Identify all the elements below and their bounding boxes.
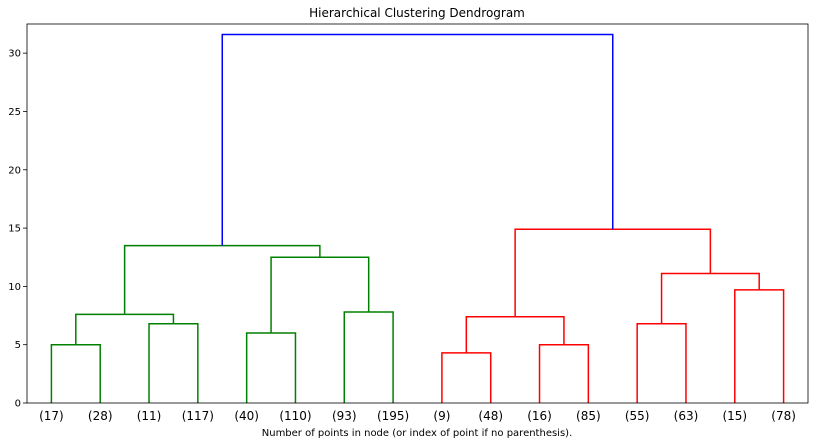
- leaf-label: (28): [88, 409, 113, 423]
- y-tick-label: 20: [8, 165, 21, 176]
- leaf-label: (48): [478, 409, 503, 423]
- x-axis: (17) (28) (11) (117) (40) (110) (93) (195) (9) (4…: [39, 409, 796, 423]
- dendrogram-link: [538, 343, 590, 403]
- dendrogram-links: [50, 33, 785, 403]
- chart-title: Hierarchical Clustering Dendrogram: [309, 6, 525, 20]
- y-tick-label: 15: [8, 224, 21, 235]
- y-tick-label: 10: [8, 282, 21, 293]
- dendrogram-link: [636, 322, 687, 403]
- leaf-label: (110): [279, 409, 311, 423]
- dendrogram-link: [734, 289, 785, 403]
- leaf-label: (85): [576, 409, 601, 423]
- leaf-label: (16): [527, 409, 552, 423]
- leaf-label: (93): [332, 409, 357, 423]
- dendrogram-link: [245, 332, 297, 403]
- y-tick-label: 5: [15, 340, 21, 351]
- y-tick-label: 25: [8, 107, 21, 118]
- y-axis: 0 5 10 15 20 25 30: [8, 49, 27, 410]
- leaf-label: (78): [771, 409, 796, 423]
- y-tick-label: 0: [15, 399, 21, 410]
- leaf-label: (11): [137, 409, 162, 423]
- dendrogram-link: [441, 352, 492, 403]
- dendrogram-link: [660, 272, 760, 324]
- dendrogram-link: [75, 313, 175, 345]
- dendrogram-link: [148, 322, 199, 403]
- leaf-label: (9): [433, 409, 450, 423]
- dendrogram-link: [343, 311, 394, 403]
- plot-frame: [26, 23, 809, 404]
- leaf-label: (195): [377, 409, 409, 423]
- dendrogram-link: [123, 244, 321, 315]
- leaf-label: (40): [234, 409, 259, 423]
- dendrogram-link: [50, 343, 101, 403]
- leaf-label: (15): [722, 409, 747, 423]
- dendrogram-link: [465, 315, 565, 353]
- y-tick-label: 30: [8, 49, 21, 60]
- dendrogram-link: [270, 256, 370, 334]
- leaf-label: (17): [39, 409, 64, 423]
- leaf-label: (63): [674, 409, 699, 423]
- leaf-label: (55): [625, 409, 650, 423]
- leaf-label: (117): [182, 409, 214, 423]
- dendrogram-link: [221, 33, 614, 246]
- x-axis-label: Number of points in node (or index of po…: [262, 428, 573, 439]
